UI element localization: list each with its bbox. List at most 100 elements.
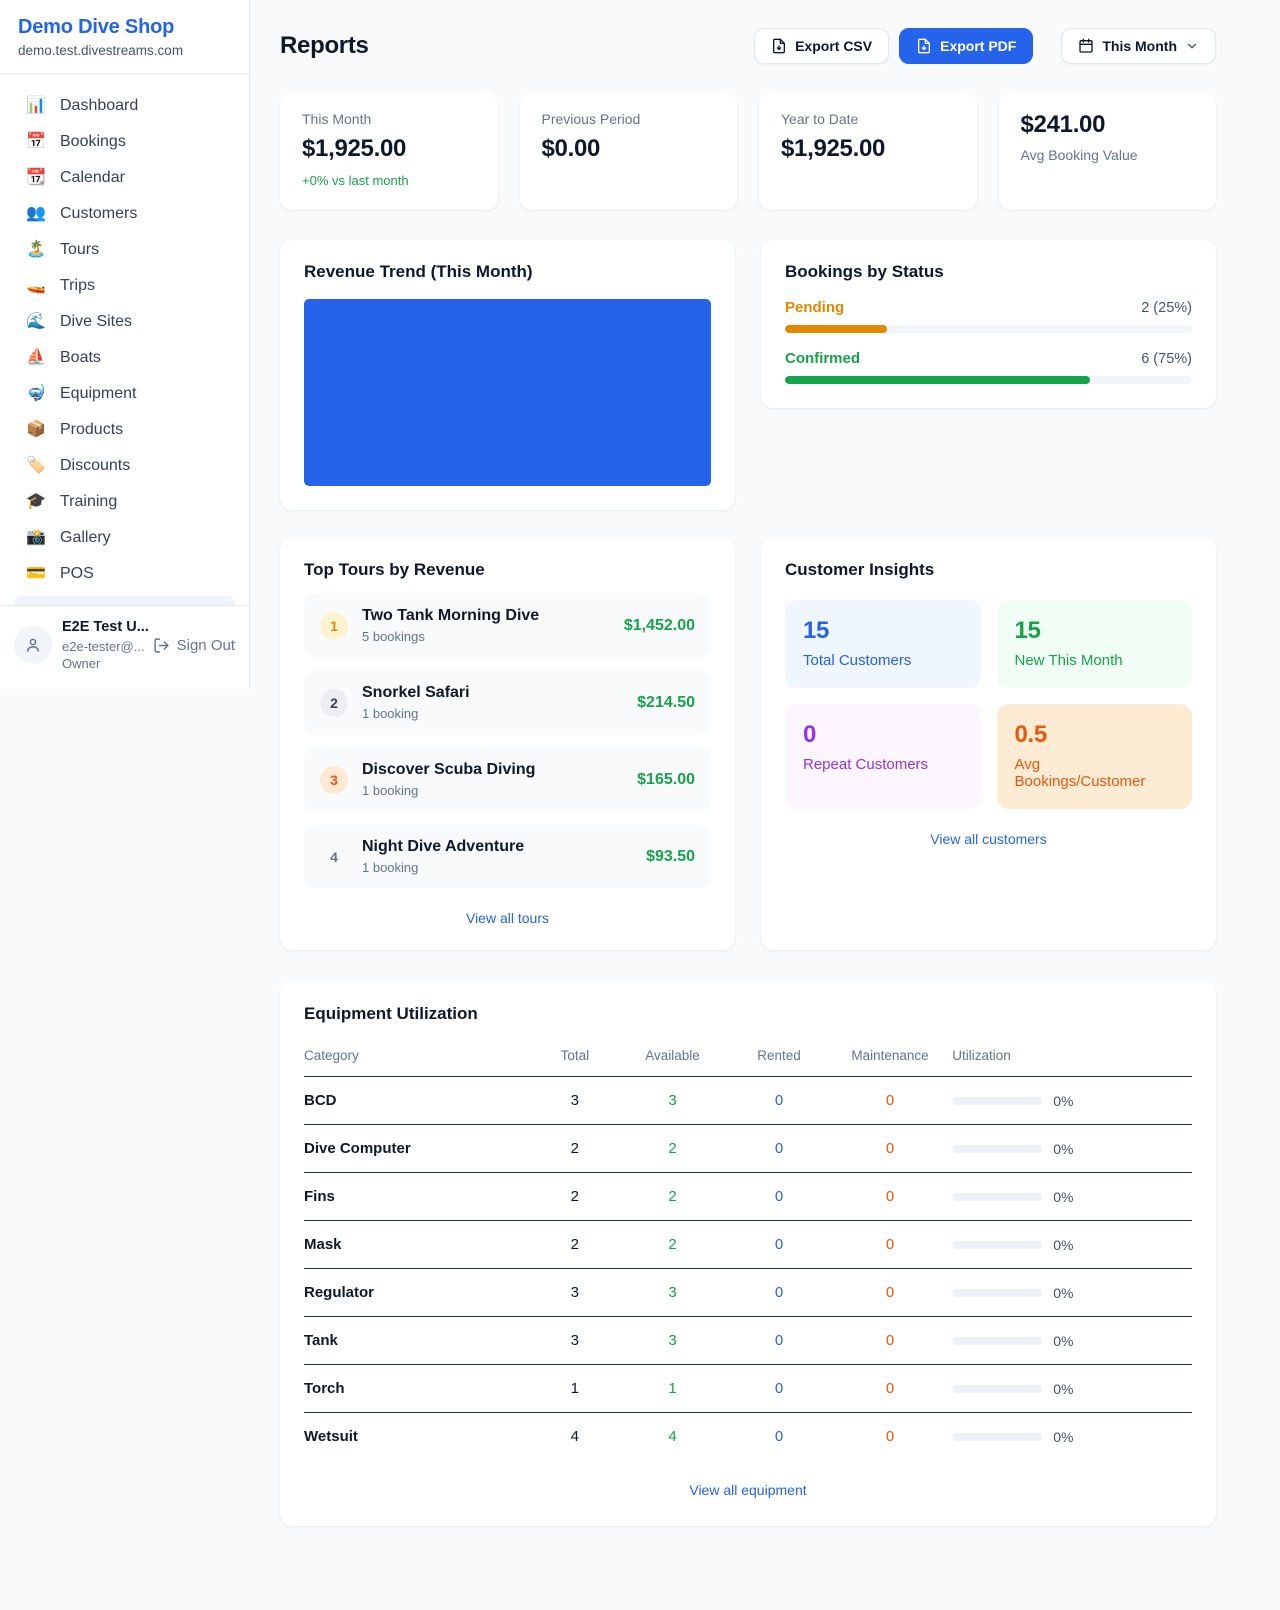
stat-card-avg-booking-value: $241.00 Avg Booking Value [998, 92, 1216, 210]
customer-insights-card: Customer Insights 15 Total Customers 15 … [761, 538, 1216, 950]
stat-label: Year to Date [781, 111, 859, 127]
sign-out-button[interactable]: Sign Out [153, 637, 235, 654]
training-icon: 🎓 [26, 493, 46, 510]
export-csv-button[interactable]: Export CSV [754, 28, 890, 64]
stat-cards-row: This Month $1,925.00 +0% vs last month P… [280, 92, 1216, 210]
mid-row: Top Tours by Revenue 1 Two Tank Morning … [280, 538, 1216, 950]
tour-revenue: $93.50 [646, 847, 695, 865]
customer-insights-title: Customer Insights [785, 560, 935, 579]
sidebar-item-dashboard[interactable]: 📊 Dashboard [12, 88, 237, 124]
shop-name: Demo Dive Shop [18, 16, 175, 38]
tour-bookings: 1 booking [362, 706, 419, 721]
status-bar-track [785, 325, 1192, 333]
revenue-trend-card: Revenue Trend (This Month) [280, 240, 735, 510]
file-download-icon [918, 38, 931, 54]
sign-out-label: Sign Out [176, 636, 235, 654]
cell-utilization: 0% [1053, 1428, 1074, 1445]
sidebar-item-label: Equipment [60, 385, 137, 402]
tour-row: 1 Two Tank Morning Dive 5 bookings $1,45… [304, 594, 711, 657]
sidebar-item-label: POS [60, 565, 94, 582]
sidebar: Demo Dive Shop demo.test.divestreams.com… [0, 0, 250, 689]
sidebar-item-label: Dive Sites [60, 313, 133, 330]
discounts-icon: 🏷️ [26, 457, 46, 474]
sidebar-item-tours[interactable]: 🏝️ Tours [12, 232, 237, 268]
table-row: BCD 3 3 0 0 0% [304, 1076, 1192, 1125]
sidebar-user-footer: E2E Test U... e2e-tester@... Owner Sign … [0, 605, 249, 689]
export-pdf-button[interactable]: Export PDF [899, 28, 1034, 64]
cell-rented: 0 [730, 1364, 828, 1413]
tour-bookings: 5 bookings [362, 629, 425, 644]
status-value-pending: 2 (25%) [1141, 300, 1192, 316]
sidebar-item-bookings[interactable]: 📅 Bookings [12, 124, 237, 160]
tile-new-this-month: 15 New This Month [996, 600, 1192, 688]
period-label: This Month [1102, 38, 1177, 54]
cell-maintenance: 0 [827, 1316, 953, 1365]
sidebar-item-trips[interactable]: 🚤 Trips [12, 268, 237, 304]
stat-label: Avg Booking Value [1020, 147, 1138, 163]
sidebar-item-label: Calendar [60, 169, 125, 186]
user-email: e2e-tester@... [62, 638, 145, 654]
stat-value: $0.00 [541, 135, 601, 162]
chevron-down-icon [1187, 43, 1197, 49]
status-label-confirmed: Confirmed [785, 350, 860, 367]
col-total: Total [534, 1038, 615, 1077]
view-all-tours-link[interactable]: View all tours [465, 910, 549, 926]
cell-category: Torch [304, 1364, 535, 1413]
cell-utilization: 0% [1053, 1284, 1074, 1301]
period-dropdown[interactable]: This Month [1061, 28, 1216, 64]
stat-card-year-to-date: Year to Date $1,925.00 [759, 92, 977, 210]
sidebar-item-customers[interactable]: 👥 Customers [12, 196, 237, 232]
cell-rented: 0 [774, 1428, 784, 1445]
sidebar-item-dive-sites[interactable]: 🌊 Dive Sites [12, 304, 237, 340]
stat-label: Previous Period [541, 111, 641, 127]
cell-available: 1 [614, 1364, 731, 1413]
pos-icon: 💳 [26, 565, 46, 582]
col-available: Available [614, 1038, 731, 1077]
cell-rented: 0 [730, 1220, 828, 1269]
sidebar-item-gallery[interactable]: 📸 Gallery [12, 520, 237, 556]
tour-name: Discover Scuba Diving [362, 761, 536, 778]
sidebar-item-products[interactable]: 📦 Products [12, 412, 237, 448]
cell-rented: 0 [730, 1076, 828, 1125]
sidebar-item-training[interactable]: 🎓 Training [12, 484, 237, 520]
cell-available: 3 [614, 1268, 731, 1317]
rank-badge: 1 [320, 611, 348, 640]
stat-label: This Month [302, 111, 372, 127]
sidebar-item-equipment[interactable]: 🤿 Equipment [12, 376, 237, 412]
status-row-confirmed: Confirmed 6 (75%) [785, 350, 1192, 384]
sidebar-item-label: Training [60, 493, 118, 510]
cell-category: Tank [304, 1316, 535, 1365]
equipment-utilization-title: Equipment Utilization [304, 1004, 478, 1023]
tile-label: Total Customers [803, 652, 912, 669]
sidebar-item-reports-partial[interactable] [14, 596, 235, 605]
sidebar-item-discounts[interactable]: 🏷️ Discounts [12, 448, 237, 484]
cell-rented: 0 [730, 1172, 828, 1221]
tour-revenue: $165.00 [637, 770, 695, 788]
cell-rented: 0 [730, 1316, 828, 1365]
stat-delta: +0% vs last month [302, 173, 409, 188]
page-header: Reports Export CSV Export PDF This Month [280, 28, 1216, 64]
sidebar-item-boats[interactable]: ⛵ Boats [12, 340, 237, 376]
view-all-equipment-link[interactable]: View all equipment [689, 1482, 807, 1498]
tile-value: 0.5 [1014, 721, 1048, 748]
export-csv-label: Export CSV [795, 38, 873, 54]
file-download-icon [773, 38, 786, 54]
tour-row: 3 Discover Scuba Diving 1 booking $165.0… [304, 748, 711, 811]
cell-utilization: 0% [1053, 1140, 1074, 1157]
cell-category: Wetsuit [304, 1428, 358, 1445]
utilization-bar [952, 1240, 1043, 1249]
cell-maintenance: 0 [827, 1268, 953, 1317]
sidebar-item-calendar[interactable]: 📆 Calendar [12, 160, 237, 196]
tour-name: Snorkel Safari [362, 684, 470, 701]
sidebar-item-label: Trips [60, 277, 95, 294]
sidebar-item-label: Tours [60, 241, 100, 258]
status-row-pending: Pending 2 (25%) [785, 299, 1192, 333]
cell-utilization: 0% [1053, 1188, 1074, 1205]
sidebar-item-label: Customers [60, 205, 138, 222]
tour-revenue: $214.50 [637, 693, 695, 711]
cell-maintenance: 0 [827, 1220, 953, 1269]
sidebar-item-pos[interactable]: 💳 POS [12, 556, 237, 592]
tour-name: Two Tank Morning Dive [362, 607, 540, 624]
sidebar-nav: 📊 Dashboard 📅 Bookings 📆 Calendar 👥 Customer… [0, 74, 249, 605]
view-all-customers-link[interactable]: View all customers [930, 831, 1047, 847]
